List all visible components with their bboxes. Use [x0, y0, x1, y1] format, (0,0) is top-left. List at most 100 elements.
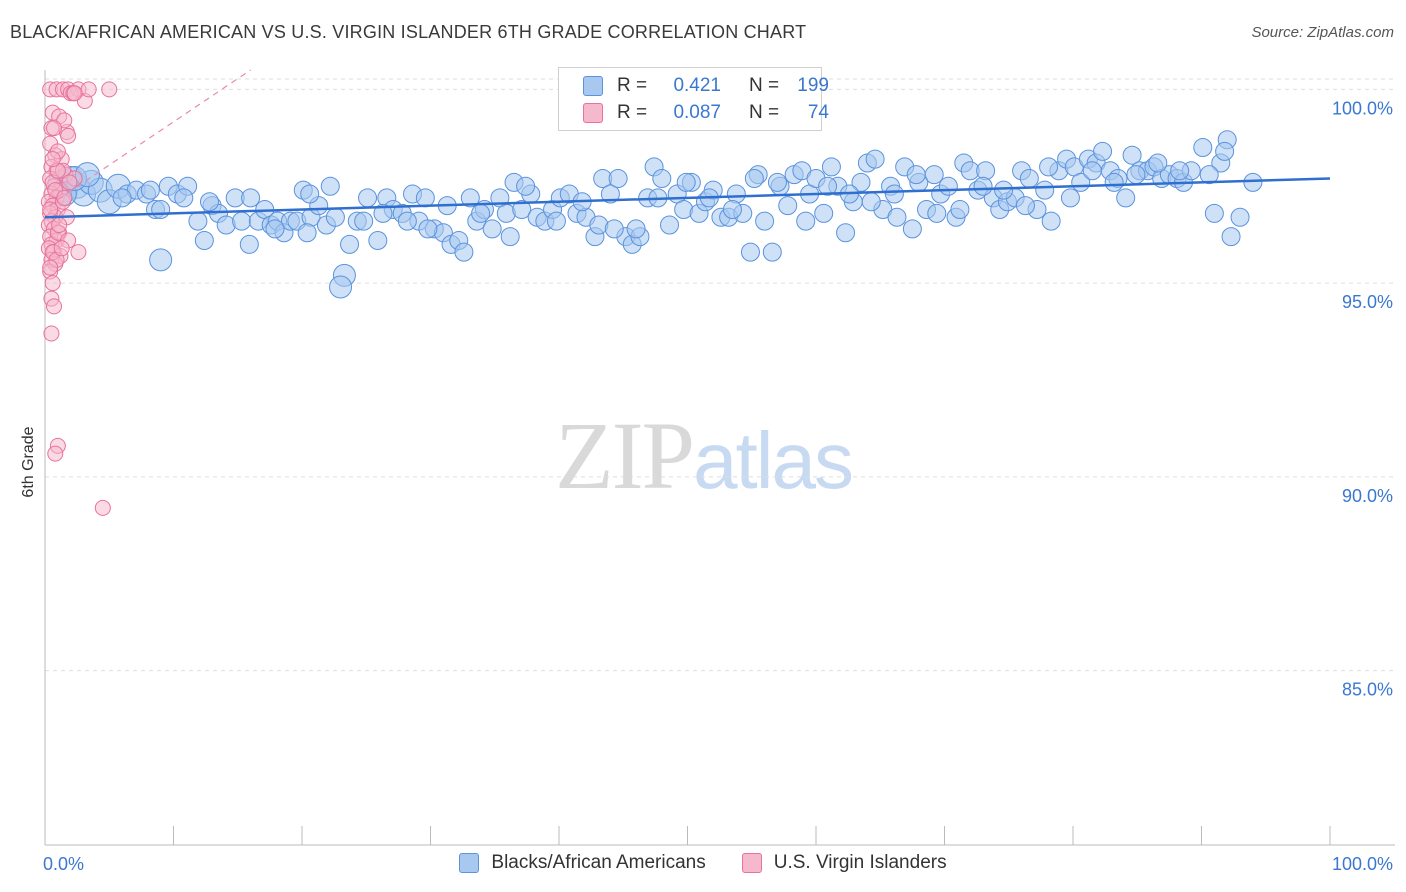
blacks-point — [887, 207, 907, 227]
blacks-point — [608, 169, 628, 188]
virgin-islanders-point — [101, 81, 118, 98]
blacks-point — [329, 275, 353, 299]
blacks-point — [906, 165, 926, 185]
blacks-point — [1035, 180, 1055, 200]
blue-swatch-icon — [583, 76, 603, 96]
blacks-point — [851, 172, 871, 192]
n-value: 74 — [807, 102, 829, 123]
blacks-point — [546, 211, 566, 231]
stats-row-blacks: R = 0.421 N = 199 — [583, 74, 829, 98]
virgin-islanders-point — [53, 240, 70, 257]
blacks-point — [297, 223, 317, 243]
blacks-point — [1122, 145, 1142, 165]
blacks-point — [796, 211, 816, 231]
n-value: 199 — [797, 75, 829, 96]
virgin-islanders-point — [70, 244, 87, 261]
blacks-point — [865, 149, 885, 169]
blacks-point — [1243, 172, 1263, 192]
virgin-islanders-trend-line — [48, 69, 251, 207]
blacks-point — [1019, 169, 1039, 188]
blacks-point — [471, 203, 491, 223]
x-tick-label: 100.0% — [1332, 854, 1393, 874]
blacks-point — [1221, 227, 1241, 247]
blacks-point — [994, 180, 1014, 200]
series-legend: Blacks/African Americans U.S. Virgin Isl… — [0, 852, 1406, 874]
stats-legend: R = 0.421 N = 199 R = 0.087 N = 74 — [558, 67, 829, 131]
blacks-point — [1082, 161, 1102, 181]
blacks-point — [1148, 153, 1168, 173]
r-label: R = — [617, 102, 648, 123]
legend-item-blacks[interactable]: Blacks/African Americans — [459, 852, 706, 874]
blacks-point — [676, 172, 696, 192]
blacks-point — [373, 203, 393, 223]
blacks-point — [604, 219, 624, 239]
n-label: N = — [749, 75, 780, 96]
y-tick-label: 85.0% — [1342, 680, 1393, 700]
blacks-point — [600, 184, 620, 204]
blacks-point — [1039, 157, 1059, 177]
legend-label: Blacks/African Americans — [491, 852, 706, 873]
blacks-point — [762, 242, 782, 262]
blacks-point — [767, 172, 787, 192]
virgin-islanders-point — [43, 325, 60, 342]
blacks-point — [740, 242, 760, 262]
virgin-islanders-point — [61, 174, 78, 191]
blacks-point — [1199, 165, 1219, 185]
blacks-point — [1060, 188, 1080, 208]
blacks-point — [660, 215, 680, 235]
blacks-point — [884, 184, 904, 204]
blacks-point — [194, 231, 214, 250]
virgin-islanders-point — [94, 499, 111, 516]
blacks-point — [902, 219, 922, 239]
blacks-point — [482, 219, 502, 239]
blacks-point — [1093, 141, 1113, 161]
watermark-zip: ZIP — [555, 402, 695, 509]
blacks-point — [1015, 196, 1035, 216]
virgin-islanders-point — [47, 445, 64, 462]
pink-swatch-icon — [741, 853, 762, 873]
blacks-point — [950, 200, 970, 219]
blacks-point — [241, 188, 261, 208]
blacks-point — [927, 203, 947, 223]
n-label: N = — [749, 102, 780, 123]
blacks-point — [415, 188, 435, 208]
blacks-point — [239, 234, 259, 254]
blacks-point — [265, 219, 285, 239]
virgin-islanders-point — [42, 259, 59, 276]
blacks-point — [149, 248, 173, 272]
blacks-point — [354, 211, 374, 231]
virgin-islanders-point — [45, 298, 62, 315]
r-value: 0.421 — [673, 75, 721, 96]
blacks-point — [174, 188, 194, 208]
blacks-point — [340, 234, 360, 254]
y-tick-label: 90.0% — [1342, 486, 1393, 506]
blacks-point — [460, 188, 480, 208]
blacks-point — [1116, 188, 1136, 208]
virgin-islanders-point — [45, 120, 62, 137]
blacks-trend-line — [44, 177, 1331, 219]
pink-swatch-icon — [583, 103, 603, 123]
blacks-point — [1104, 172, 1124, 192]
blacks-point — [151, 200, 171, 219]
virgin-islanders-point — [60, 127, 77, 144]
virgin-islanders-point — [56, 189, 73, 206]
virgin-islanders-point — [44, 275, 61, 292]
blacks-point — [1215, 141, 1235, 161]
stats-row-virgin-islanders: R = 0.087 N = 74 — [583, 101, 829, 125]
blacks-point — [973, 176, 993, 196]
blacks-point — [938, 176, 958, 196]
blacks-point — [626, 219, 646, 239]
blacks-point — [755, 211, 775, 231]
blacks-point — [861, 192, 881, 212]
blacks-point — [516, 176, 536, 196]
blacks-point — [397, 211, 417, 231]
legend-item-virgin-islanders[interactable]: U.S. Virgin Islanders — [741, 852, 947, 874]
blacks-point — [1230, 207, 1250, 227]
source-label: Source: ZipAtlas.com — [1251, 24, 1394, 41]
legend-label: U.S. Virgin Islanders — [773, 852, 947, 873]
blacks-point — [1041, 211, 1061, 231]
blacks-point — [140, 180, 160, 200]
blacks-point — [726, 184, 746, 204]
blacks-point — [188, 211, 208, 231]
